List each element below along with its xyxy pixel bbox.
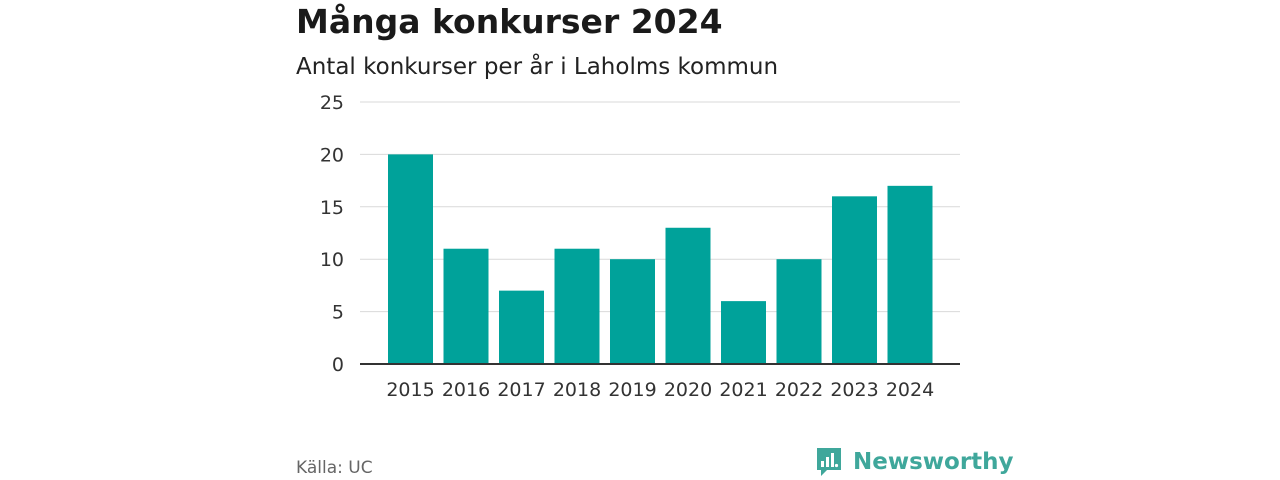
bar-2020 (665, 227, 711, 364)
brand-logo: Newsworthy (815, 446, 1014, 478)
brand-name: Newsworthy (853, 449, 1014, 475)
x-tick-label: 2018 (553, 379, 601, 401)
bar-2022 (776, 259, 822, 364)
x-tick-label: 2019 (608, 379, 656, 401)
source-note: Källa: UC (296, 458, 373, 478)
chart-title: Många konkurser 2024 (296, 2, 723, 41)
bars (388, 154, 933, 364)
bar-2019 (610, 259, 655, 364)
y-tick-labels: 0 5 10 15 20 25 (320, 92, 344, 376)
x-tick-label: 2024 (886, 379, 934, 401)
bar-2015 (388, 154, 433, 364)
x-tick-label: 2015 (386, 379, 434, 401)
y-tick-label: 0 (332, 354, 344, 376)
bar-2017 (499, 290, 544, 364)
x-tick-label: 2021 (719, 379, 767, 401)
bar-2018 (554, 248, 600, 364)
newsworthy-logo-icon (817, 448, 841, 476)
x-tick-labels: 2015 2016 2017 2018 2019 2020 2021 2022 2023 2024 (386, 379, 934, 401)
y-tick-label: 20 (320, 144, 344, 166)
x-tick-label: 2023 (830, 379, 878, 401)
x-tick-label: 2020 (664, 379, 712, 401)
x-tick-label: 2017 (497, 379, 545, 401)
y-tick-label: 25 (320, 92, 344, 114)
y-tick-label: 15 (320, 197, 344, 219)
chart-subtitle: Antal konkurser per år i Laholms kommun (296, 54, 779, 80)
bar-2024 (887, 185, 933, 364)
bar-2023 (832, 196, 877, 364)
bar-2016 (443, 248, 489, 364)
y-tick-label: 10 (320, 249, 344, 271)
x-tick-label: 2022 (775, 379, 823, 401)
x-tick-label: 2016 (442, 379, 490, 401)
bar-2021 (721, 301, 766, 364)
y-tick-label: 5 (332, 302, 344, 324)
